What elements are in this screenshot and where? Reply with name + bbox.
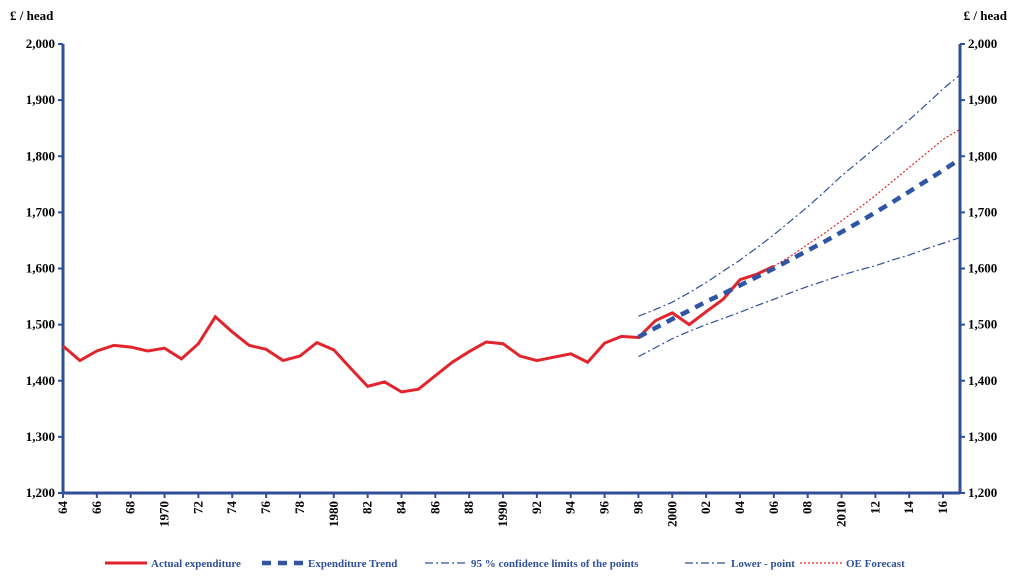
x-tick-label: 88 — [461, 501, 476, 515]
legend-label: OE Forecast — [846, 558, 905, 570]
y-tick-label: 1,600 — [26, 261, 55, 276]
legend-label: Lower - point — [731, 558, 795, 570]
y2-tick-label: 1,200 — [968, 485, 997, 500]
x-tick-label: 82 — [360, 501, 375, 514]
x-tick-label: 1990 — [495, 501, 510, 527]
x-tick-label: 16 — [935, 501, 950, 515]
x-tick-label: 98 — [630, 501, 645, 515]
x-tick-label: 12 — [867, 501, 882, 514]
x-tick-label: 2010 — [834, 501, 849, 527]
y-tick-label: 1,200 — [26, 485, 55, 500]
y-tick-label: 1,900 — [26, 92, 55, 107]
legend-label: Expenditure Trend — [308, 558, 397, 570]
y-tick-label: 1,800 — [26, 148, 55, 163]
y2-tick-label: 1,600 — [968, 261, 997, 276]
y-tick-label: 1,300 — [26, 429, 55, 444]
x-tick-label: 06 — [766, 501, 781, 515]
y2-tick-label: 1,900 — [968, 92, 997, 107]
x-tick-label: 78 — [292, 501, 307, 515]
x-tick-label: 72 — [190, 501, 205, 514]
y2-tick-label: 1,700 — [968, 204, 997, 219]
y-tick-label: 1,400 — [26, 373, 55, 388]
y2-tick-label: 1,800 — [968, 148, 997, 163]
x-tick-label: 04 — [732, 501, 747, 515]
x-tick-label: 08 — [800, 501, 815, 515]
x-tick-label: 1980 — [326, 501, 341, 527]
series-line — [62, 264, 775, 394]
y2-tick-label: 1,400 — [968, 373, 997, 388]
legend-label: 95 % confidence limits of the points — [471, 558, 639, 570]
x-tick-label: 2000 — [664, 501, 679, 527]
y2-tick-label: 1,300 — [968, 429, 997, 444]
series-line — [773, 128, 961, 267]
x-tick-label: 02 — [698, 501, 713, 514]
series-line — [638, 237, 961, 358]
x-tick-label: 74 — [224, 501, 239, 515]
x-tick-label: 92 — [529, 501, 544, 514]
x-tick-label: 84 — [393, 501, 408, 515]
x-tick-label: 68 — [123, 501, 138, 515]
series-line — [637, 157, 962, 339]
x-tick-label: 14 — [901, 501, 916, 515]
x-tick-label: 76 — [258, 501, 273, 515]
x-tick-label: 66 — [89, 501, 104, 515]
y2-tick-label: 1,500 — [968, 317, 997, 332]
legend-label: Actual expenditure — [151, 558, 241, 570]
x-tick-label: 96 — [597, 501, 612, 515]
x-tick-label: 94 — [563, 501, 578, 515]
y-tick-label: 2,000 — [26, 36, 55, 51]
y2-axis-title: £ / head — [964, 8, 1008, 23]
x-tick-label: 64 — [55, 501, 70, 515]
y2-tick-label: 2,000 — [968, 36, 997, 51]
y-axis-title: £ / head — [10, 8, 54, 23]
x-tick-label: 1970 — [157, 501, 172, 527]
y-tick-label: 1,500 — [26, 317, 55, 332]
series-line — [638, 74, 961, 317]
x-tick-label: 86 — [427, 501, 442, 515]
y-tick-label: 1,700 — [26, 204, 55, 219]
